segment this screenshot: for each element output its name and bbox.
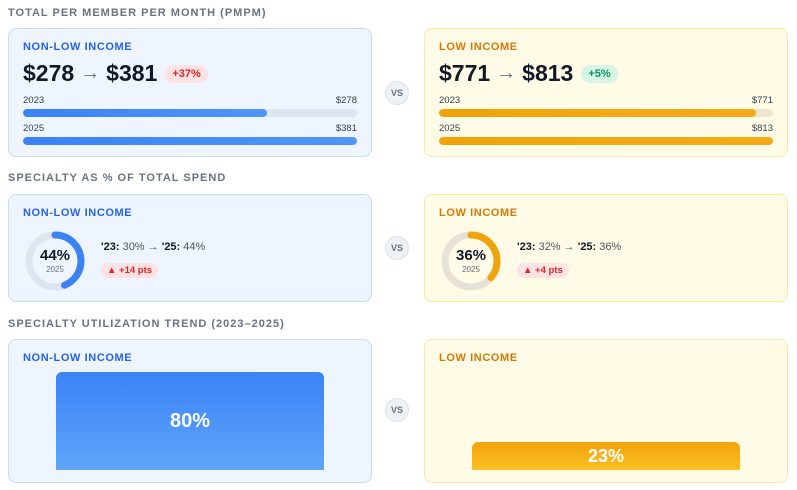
bar-value: $771 xyxy=(751,95,773,106)
bar-track xyxy=(439,137,773,145)
year-25-value: 44% xyxy=(180,241,206,253)
year-23-value: 32% → xyxy=(535,241,578,253)
bar-year: 2025 xyxy=(23,123,45,134)
pmpm-from-amount: $278 xyxy=(23,60,75,86)
change-badge: +37% xyxy=(165,64,208,83)
specialty-comparison: '23: 30% → '25: 44% xyxy=(101,241,205,253)
card-label: NON-LOW INCOME xyxy=(23,41,133,53)
year-25-value: 36% xyxy=(596,241,622,253)
arrow-right-icon: → xyxy=(496,62,517,84)
bar-fill xyxy=(439,109,757,117)
card-label: NON-LOW INCOME xyxy=(23,207,133,219)
donut-year: 2025 xyxy=(462,265,480,274)
specialty-low-card: LOW INCOME 36% 2025 '23: 32% → '25: 36% … xyxy=(424,194,788,302)
card-label: LOW INCOME xyxy=(439,352,518,364)
year-23-value: 30% → xyxy=(119,241,162,253)
pmpm-from-amount: $771 xyxy=(439,60,491,86)
pmpm-to-amount: $381 xyxy=(106,60,158,86)
utilization-low-card: LOW INCOME 23% xyxy=(424,339,788,483)
pmpm-to-amount: $813 xyxy=(522,60,574,86)
specialty-donut: 44% 2025 xyxy=(23,229,87,293)
bar-2023: 2023 $771 xyxy=(439,95,773,117)
arrow-right-icon: → xyxy=(80,62,101,84)
utilization-value: 80% xyxy=(169,409,211,432)
bar-track xyxy=(23,137,357,145)
bar-year: 2025 xyxy=(439,123,461,134)
bar-value: $381 xyxy=(335,123,357,134)
bar-year: 2023 xyxy=(23,95,45,106)
bar-track xyxy=(439,109,773,117)
vs-badge: VS xyxy=(385,81,409,105)
card-label: NON-LOW INCOME xyxy=(23,352,133,364)
card-label: LOW INCOME xyxy=(439,207,518,219)
bar-track xyxy=(23,109,357,117)
specialty-non-low-card: NON-LOW INCOME 44% 2025 '23: 30% → '25: … xyxy=(8,194,372,302)
donut-year: 2025 xyxy=(46,265,64,274)
utilization-bar: 23% xyxy=(472,442,740,470)
pmpm-section-title: TOTAL PER MEMBER PER MONTH (PMPM) xyxy=(8,7,267,19)
year-25-label: '25: xyxy=(577,241,597,253)
pmpm-change-row: $278 → $381 +37% xyxy=(23,60,208,87)
donut-percent: 44% xyxy=(39,247,71,264)
vs-badge: VS xyxy=(385,398,409,422)
card-label: LOW INCOME xyxy=(439,41,518,53)
year-23-label: '23: xyxy=(517,241,536,253)
utilization-value: 23% xyxy=(587,445,625,466)
bar-value: $278 xyxy=(335,95,357,106)
donut-arc xyxy=(25,231,85,291)
specialty-section-title: SPECIALTY AS % OF TOTAL SPEND xyxy=(8,172,227,184)
bar-fill xyxy=(23,137,357,145)
pmpm-change-row: $771 → $813 +5% xyxy=(439,60,618,87)
year-23-label: '23: xyxy=(101,241,120,253)
utilization-section-title: SPECIALTY UTILIZATION TREND (2023–2025) xyxy=(8,318,285,330)
donut-percent: 36% xyxy=(455,247,487,264)
pmpm-low-card: LOW INCOME $771 → $813 +5% 2023 $771 2025… xyxy=(424,28,788,157)
specialty-comparison: '23: 32% → '25: 36% xyxy=(517,241,621,253)
bar-year: 2023 xyxy=(439,95,461,106)
bar-fill xyxy=(439,137,773,145)
donut-arc xyxy=(441,231,501,291)
points-change-badge: ▲ +4 pts xyxy=(517,263,569,278)
specialty-donut: 36% 2025 xyxy=(439,229,503,293)
points-change-badge: ▲ +14 pts xyxy=(101,263,159,278)
bar-fill xyxy=(23,109,267,117)
bar-value: $813 xyxy=(751,123,773,134)
bar-2023: 2023 $278 xyxy=(23,95,357,117)
bar-2025: 2025 $381 xyxy=(23,123,357,145)
utilization-non-low-card: NON-LOW INCOME 80% xyxy=(8,339,372,483)
vs-badge: VS xyxy=(385,236,409,260)
change-badge: +5% xyxy=(581,64,618,83)
year-25-label: '25: xyxy=(161,241,181,253)
utilization-bar: 80% xyxy=(56,372,324,470)
pmpm-non-low-card: NON-LOW INCOME $278 → $381 +37% 2023 $278… xyxy=(8,28,372,157)
bar-2025: 2025 $813 xyxy=(439,123,773,145)
